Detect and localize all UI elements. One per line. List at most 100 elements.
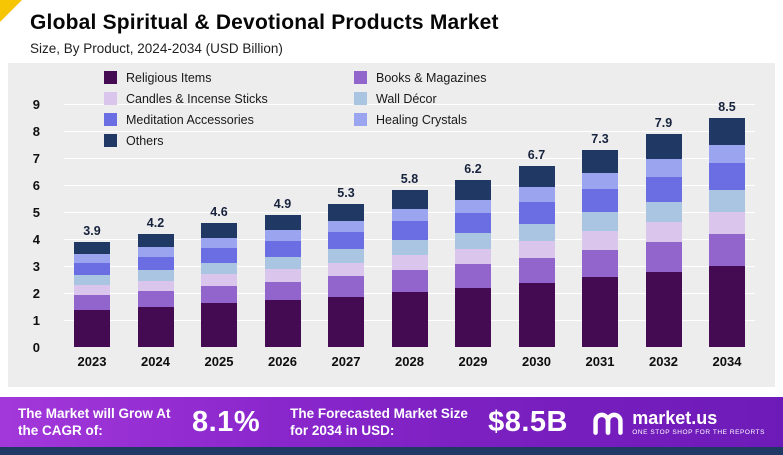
segment-candles-incense-sticks	[201, 274, 237, 286]
segment-books-magazines	[137, 291, 174, 308]
chart-subtitle: Size, By Product, 2024-2034 (USD Billion…	[30, 41, 283, 56]
segment-books-magazines	[582, 249, 618, 278]
bar-total-label: 4.6	[210, 204, 228, 219]
segment-healing-crystals	[328, 220, 364, 233]
bar-stack	[455, 179, 491, 347]
legend-item-meditation-accessories: Meditation Accessories	[104, 111, 354, 128]
y-tick-9: 9	[32, 97, 40, 112]
x-label-2034: 2034	[712, 354, 742, 369]
segment-wall-d-cor	[264, 256, 301, 270]
segment-wall-d-cor	[201, 262, 237, 275]
logo-tagline: ONE STOP SHOP FOR THE REPORTS	[632, 428, 765, 436]
segment-religious-items	[455, 287, 491, 347]
bar-2029: 6.2 2029	[455, 162, 491, 369]
bar-stack	[391, 190, 428, 347]
segment-books-magazines	[645, 241, 682, 272]
segment-candles-incense-sticks	[455, 248, 491, 265]
segment-books-magazines	[455, 264, 491, 288]
segment-meditation-accessories	[137, 256, 174, 271]
segment-meditation-accessories	[74, 262, 110, 275]
x-label-2023: 2023	[77, 354, 107, 369]
segment-meditation-accessories	[455, 213, 491, 234]
y-tick-7: 7	[32, 151, 40, 166]
bar-2028: 5.8 2028	[391, 172, 428, 369]
x-label-2032: 2032	[649, 354, 678, 369]
segment-wall-d-cor	[74, 274, 110, 285]
y-tick-4: 4	[32, 232, 40, 247]
bar-total-label: 3.9	[83, 223, 101, 238]
x-label-2024: 2024	[141, 354, 170, 369]
segment-meditation-accessories	[645, 176, 682, 202]
segment-meditation-accessories	[201, 247, 237, 263]
segment-healing-crystals	[645, 159, 682, 177]
legend-item-healing-crystals: Healing Crystals	[354, 111, 486, 128]
segment-healing-crystals	[137, 247, 174, 257]
segment-meditation-accessories	[709, 163, 745, 191]
segment-candles-incense-sticks	[518, 240, 555, 258]
segment-religious-items	[391, 291, 428, 347]
segment-religious-items	[328, 296, 364, 347]
segment-others	[328, 203, 364, 221]
bar-total-label: 7.3	[591, 131, 609, 146]
y-tick-3: 3	[32, 259, 40, 274]
legend: Religious Items Books & Magazines Candles …	[104, 69, 486, 149]
segment-books-magazines	[201, 285, 237, 304]
segment-others	[264, 214, 301, 231]
segment-religious-items	[137, 307, 174, 347]
x-label-2030: 2030	[522, 354, 551, 369]
segment-wall-d-cor	[328, 249, 364, 263]
segment-healing-crystals	[709, 144, 745, 164]
segment-books-magazines	[709, 233, 745, 266]
bar-total-label: 4.9	[273, 196, 292, 211]
bar-stack	[645, 133, 682, 347]
segment-candles-incense-sticks	[645, 221, 682, 242]
plot: 3.9 2023 4.2 2024 4.6 2025 4.9 2026 5.3 2027 5.8 20…	[64, 63, 755, 387]
bars: 3.9 2023 4.2 2024 4.6 2025 4.9 2026 5.3 2027 5.8 20…	[64, 100, 755, 369]
segment-meditation-accessories	[328, 232, 364, 250]
x-label-2026: 2026	[268, 354, 297, 369]
market-us-logo-icon	[593, 412, 623, 435]
segment-wall-d-cor	[582, 212, 618, 231]
footer-banner: The Market will Grow At the CAGR of: 8.1…	[0, 397, 783, 447]
legend-swatch-books-magazines	[354, 71, 367, 84]
y-tick-5: 5	[32, 205, 40, 220]
market-us-logo: market.us ONE STOP SHOP FOR THE REPORTS	[592, 408, 765, 436]
legend-item-candles-incense-sticks: Candles & Incense Sticks	[104, 90, 354, 107]
segment-healing-crystals	[582, 172, 618, 190]
segment-others	[645, 133, 682, 160]
segment-others	[74, 241, 110, 254]
segment-candles-incense-sticks	[709, 212, 745, 234]
legend-item-wall-d-cor: Wall Décor	[354, 90, 486, 107]
bar-stack	[137, 233, 174, 347]
legend-label: Candles & Incense Sticks	[126, 91, 268, 106]
segment-religious-items	[74, 309, 110, 347]
segment-others	[582, 149, 618, 173]
bar-2032: 7.9 2032	[645, 116, 682, 369]
segment-candles-incense-sticks	[137, 280, 174, 292]
bar-stack	[264, 214, 301, 347]
segment-others	[455, 179, 491, 200]
corner-accent	[0, 0, 22, 22]
segment-meditation-accessories	[518, 202, 555, 224]
y-axis: 0 1 2 3 4 5 6 7 8 9	[14, 63, 42, 387]
y-tick-6: 6	[32, 178, 40, 193]
segment-religious-items	[201, 303, 237, 347]
bar-stack	[582, 149, 618, 347]
bar-total-label: 4.2	[146, 215, 165, 230]
legend-label: Others	[126, 133, 164, 148]
legend-swatch-religious-items	[104, 71, 117, 84]
forecast-label: The Forecasted Market Size for 2034 in U…	[290, 406, 468, 438]
cagr-value: 8.1%	[192, 405, 261, 438]
bar-total-label: 5.3	[337, 185, 355, 200]
segment-religious-items	[709, 266, 745, 347]
bar-2024: 4.2 2024	[137, 215, 174, 369]
bar-stack	[328, 203, 364, 347]
segment-religious-items	[645, 271, 682, 347]
legend-swatch-wall-d-cor	[354, 92, 367, 105]
bottom-strip	[0, 447, 783, 455]
bar-stack	[201, 222, 237, 347]
segment-candles-incense-sticks	[328, 262, 364, 277]
x-label-2029: 2029	[458, 354, 488, 369]
header: Global Spiritual & Devotional Products M…	[0, 0, 783, 56]
logo-name: market.us	[632, 407, 718, 428]
